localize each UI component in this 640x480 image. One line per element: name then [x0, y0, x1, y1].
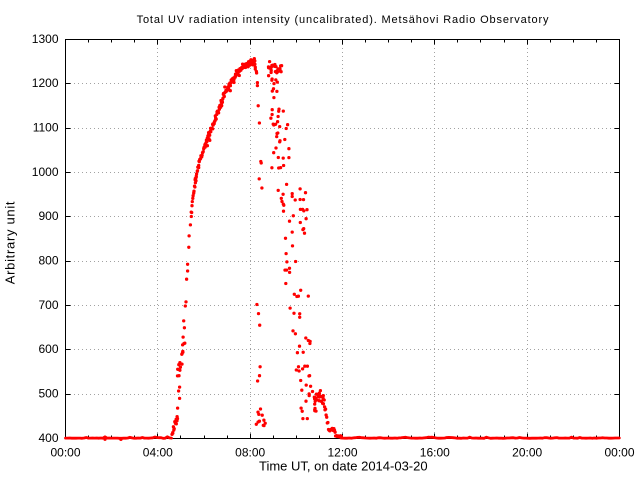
- svg-text:Time UT, on date 2014-03-20: Time UT, on date 2014-03-20: [259, 459, 428, 474]
- svg-text:00:00: 00:00: [604, 445, 634, 459]
- svg-text:1300: 1300: [32, 32, 59, 46]
- svg-text:800: 800: [38, 254, 58, 268]
- svg-text:Arbitrary unit: Arbitrary unit: [3, 201, 18, 285]
- svg-text:900: 900: [38, 209, 58, 223]
- svg-text:04:00: 04:00: [143, 445, 173, 459]
- svg-text:12:00: 12:00: [327, 445, 357, 459]
- svg-text:00:00: 00:00: [50, 445, 80, 459]
- svg-text:500: 500: [38, 387, 58, 401]
- svg-text:16:00: 16:00: [420, 445, 450, 459]
- svg-text:400: 400: [38, 431, 58, 445]
- svg-text:1200: 1200: [32, 76, 59, 90]
- svg-text:Total UV radiation intensity (: Total UV radiation intensity (uncalibrat…: [137, 14, 550, 26]
- svg-text:20:00: 20:00: [512, 445, 542, 459]
- svg-text:600: 600: [38, 342, 58, 356]
- svg-text:1100: 1100: [33, 121, 59, 135]
- svg-text:1000: 1000: [32, 165, 59, 179]
- svg-text:700: 700: [38, 298, 58, 312]
- svg-text:08:00: 08:00: [235, 445, 265, 459]
